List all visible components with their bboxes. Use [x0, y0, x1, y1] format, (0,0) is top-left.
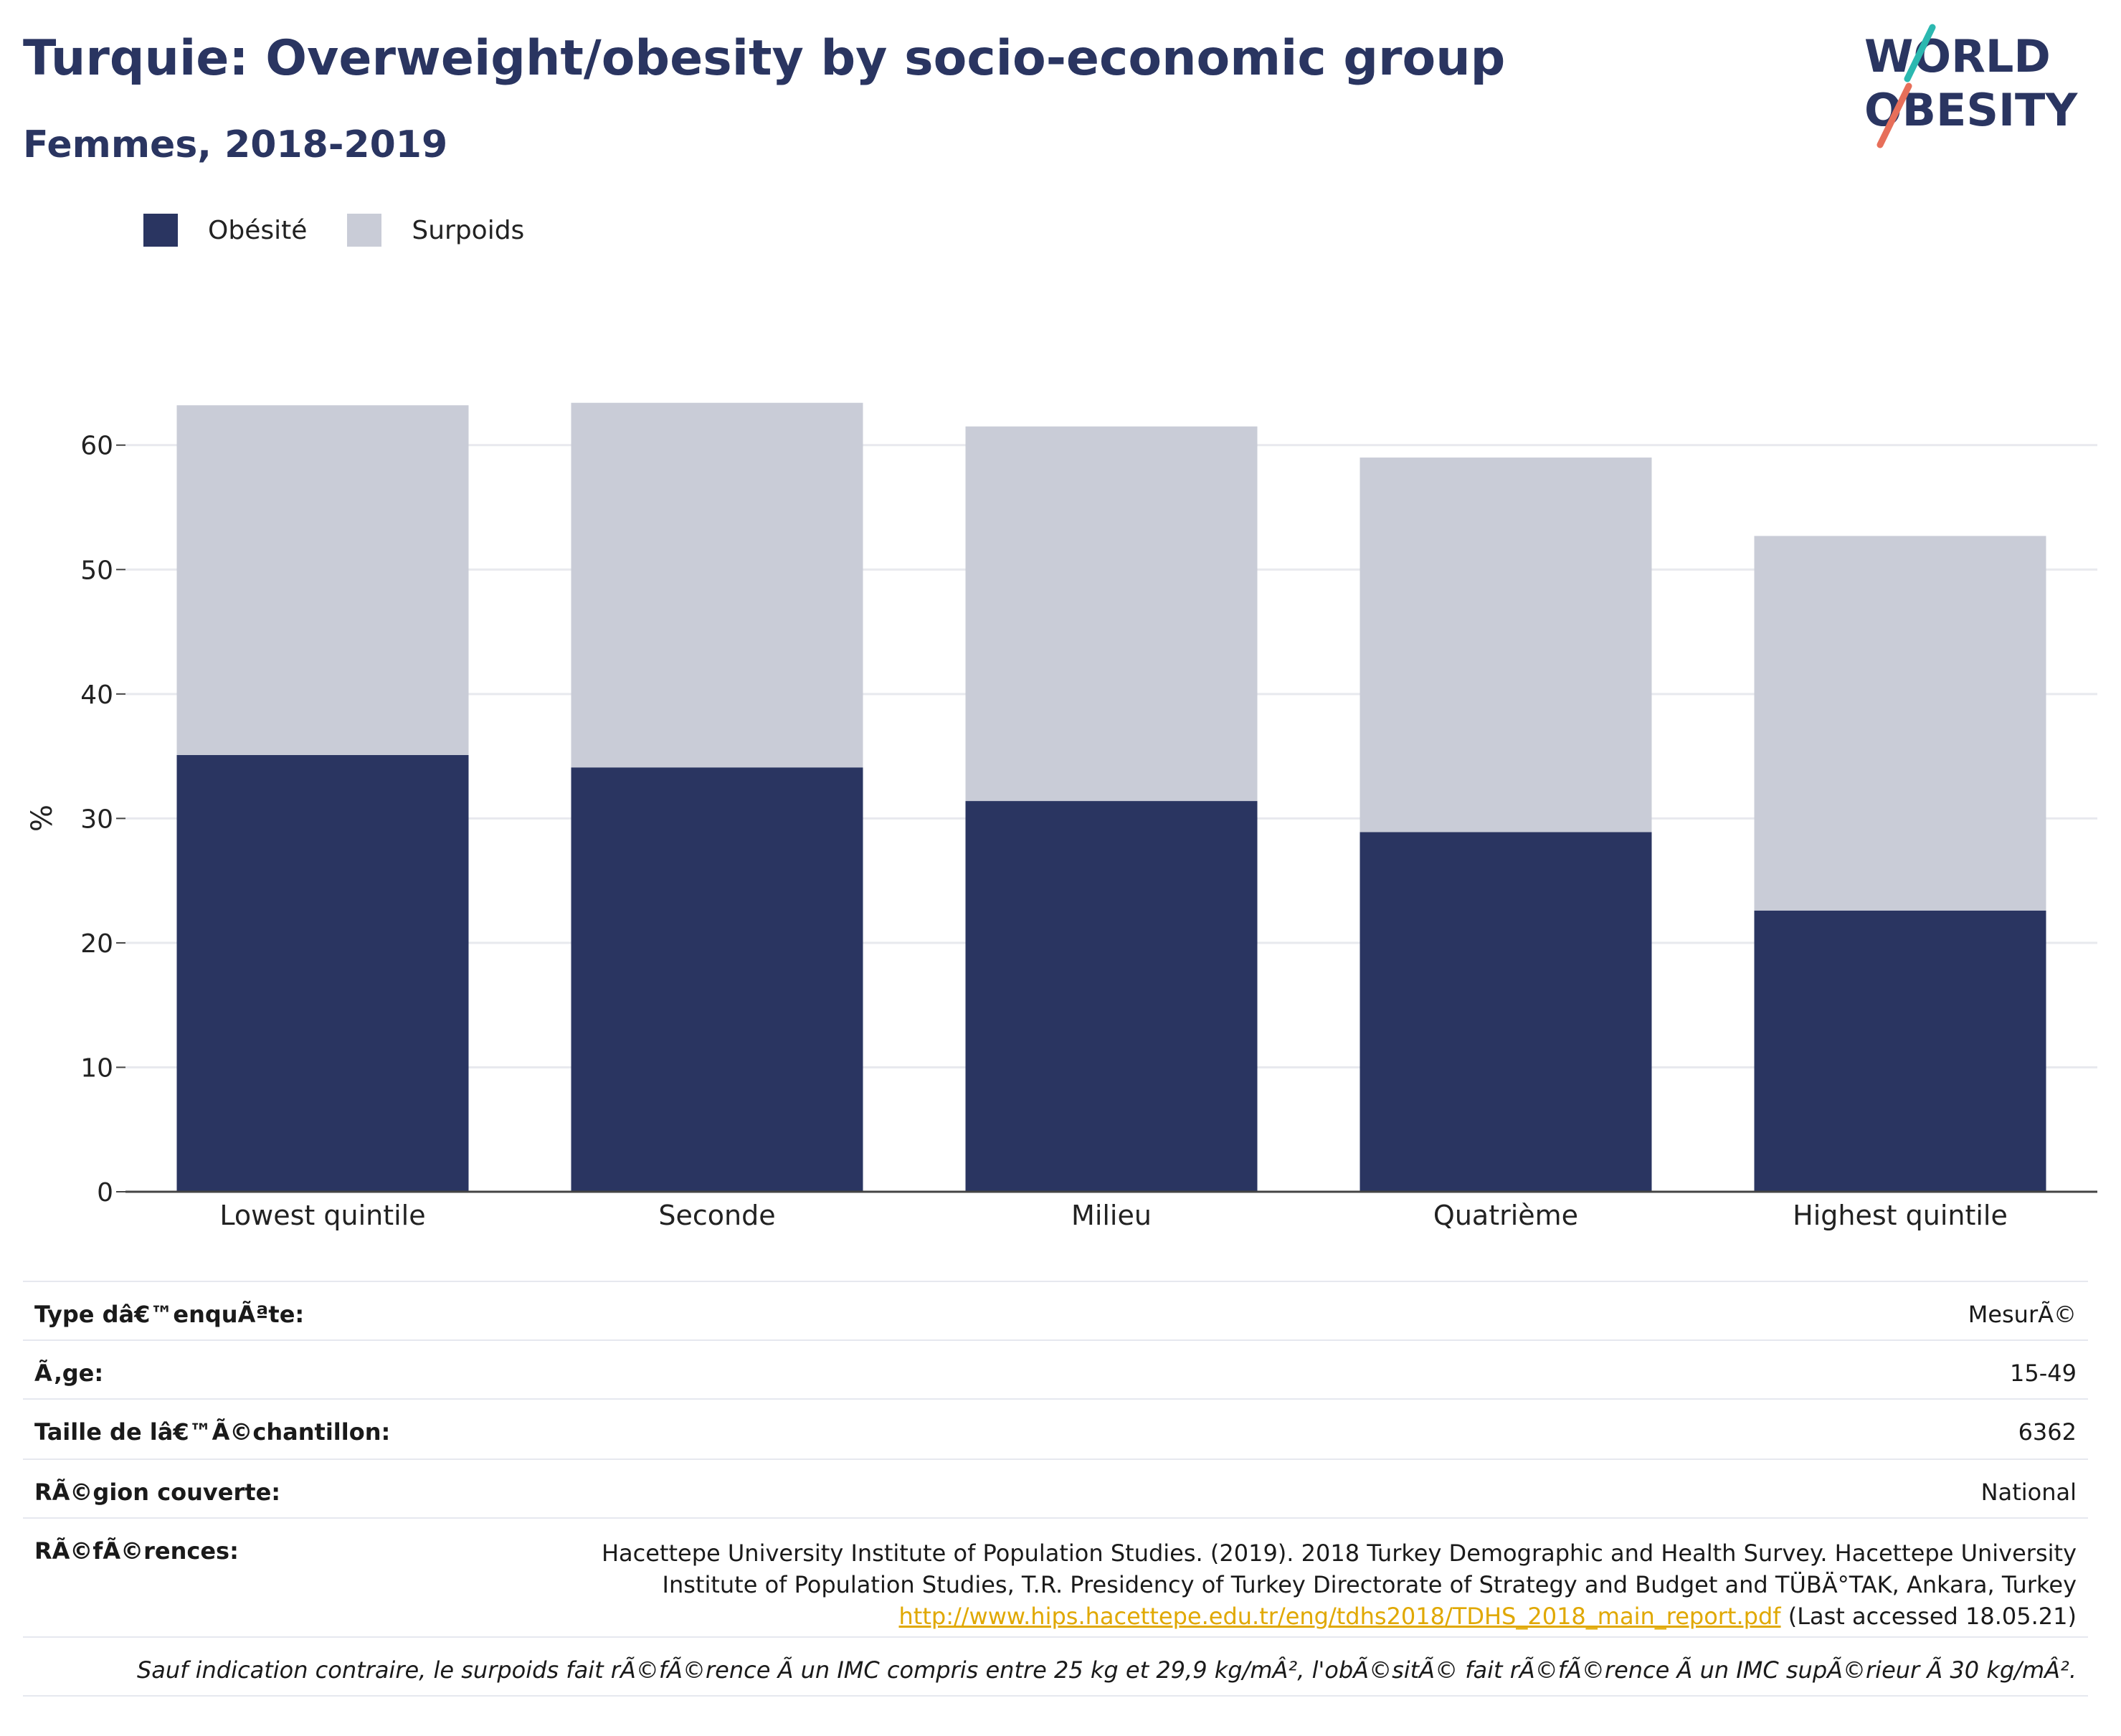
meta-value-sample-size: 6362	[2018, 1418, 2077, 1446]
meta-row-survey-type: Type dâ€™enquÃªte: MesurÃ©	[23, 1281, 2088, 1339]
meta-row-note: Sauf indication contraire, le surpoids f…	[23, 1636, 2088, 1697]
meta-key-region: RÃ©gion couverte:	[34, 1479, 281, 1506]
bar-obesity	[1754, 910, 2046, 1192]
chart-subtitle: Femmes, 2018-2019	[23, 123, 448, 166]
reference-link[interactable]: http://www.hips.hacettepe.edu.tr/eng/tdh…	[898, 1603, 1781, 1630]
meta-key-sample-size: Taille de lâ€™Ã©chantillon:	[34, 1418, 391, 1446]
definition-note: Sauf indication contraire, le surpoids f…	[136, 1656, 2077, 1684]
legend-label-obesity: Obésité	[208, 215, 308, 245]
y-tick-label: 20	[80, 929, 113, 959]
bar-overweight	[965, 426, 1258, 802]
survey-metadata-table: Type dâ€™enquÃªte: MesurÃ© Ã‚ge: 15-49 T…	[23, 1281, 2088, 1697]
meta-row-age: Ã‚ge: 15-49	[23, 1339, 2088, 1398]
legend-label-overweight: Surpoids	[412, 215, 525, 245]
meta-value-references: Hacettepe University Institute of Popula…	[602, 1537, 2077, 1632]
meta-key-age: Ã‚ge:	[34, 1360, 104, 1387]
meta-value-survey-type: MesurÃ©	[1968, 1301, 2077, 1328]
y-tick-label: 0	[97, 1178, 113, 1208]
logo-line1: WORLD	[1864, 30, 2051, 82]
x-tick-label: Milieu	[1071, 1200, 1152, 1231]
y-tick-label: 30	[80, 805, 113, 834]
meta-key-survey-type: Type dâ€™enquÃªte:	[34, 1301, 305, 1328]
y-axis-label: %	[26, 805, 59, 832]
reference-link-line: http://www.hips.hacettepe.edu.tr/eng/tdh…	[602, 1600, 2077, 1632]
legend-swatch-obesity	[143, 214, 178, 247]
chart-title: Turquie: Overweight/obesity by socio-eco…	[23, 30, 1506, 87]
reference-line-1: Hacettepe University Institute of Popula…	[601, 1540, 2077, 1567]
stacked-bar-chart: 0 10 20 30 40 50 60% Lowest quintile Seconde Mili…	[26, 402, 2097, 1231]
meta-value-age: 15-49	[2010, 1360, 2077, 1387]
y-tick-label: 60	[80, 432, 113, 461]
meta-row-sample-size: Taille de lâ€™Ã©chantillon: 6362	[23, 1398, 2088, 1458]
meta-row-references: RÃ©fÃ©rences: Hacettepe University Insti…	[23, 1517, 2088, 1636]
bar-overweight	[571, 402, 863, 768]
y-tick-label: 50	[80, 556, 113, 585]
x-tick-label: Highest quintile	[1793, 1200, 2008, 1231]
bar-obesity	[965, 801, 1258, 1192]
legend-item-overweight[interactable]: Surpoids	[347, 214, 524, 247]
bar-obesity	[176, 754, 469, 1192]
y-tick-label: 10	[80, 1053, 113, 1083]
meta-key-references: RÃ©fÃ©rences:	[34, 1537, 239, 1565]
legend-swatch-overweight	[347, 214, 382, 247]
meta-row-region: RÃ©gion couverte: National	[23, 1458, 2088, 1517]
chart-legend: Obésité Surpoids	[143, 214, 564, 247]
reference-accessed: (Last accessed 18.05.21)	[1780, 1603, 2077, 1630]
legend-item-obesity[interactable]: Obésité	[143, 214, 307, 247]
meta-value-region: National	[1980, 1479, 2077, 1506]
bar-overweight	[1754, 536, 2046, 911]
x-tick-label: Quatrième	[1433, 1200, 1578, 1231]
x-tick-label: Lowest quintile	[219, 1200, 425, 1231]
reference-line-2: Institute of Population Studies, T.R. Pr…	[662, 1571, 2077, 1598]
world-obesity-logo: WORLD OBESITY	[1864, 24, 2078, 148]
x-tick-label: Seconde	[658, 1200, 775, 1231]
bar-obesity	[1360, 832, 1652, 1192]
bar-overweight	[1360, 457, 1652, 833]
bar-overweight	[176, 405, 469, 755]
y-tick-label: 40	[80, 680, 113, 710]
bar-obesity	[571, 767, 863, 1192]
